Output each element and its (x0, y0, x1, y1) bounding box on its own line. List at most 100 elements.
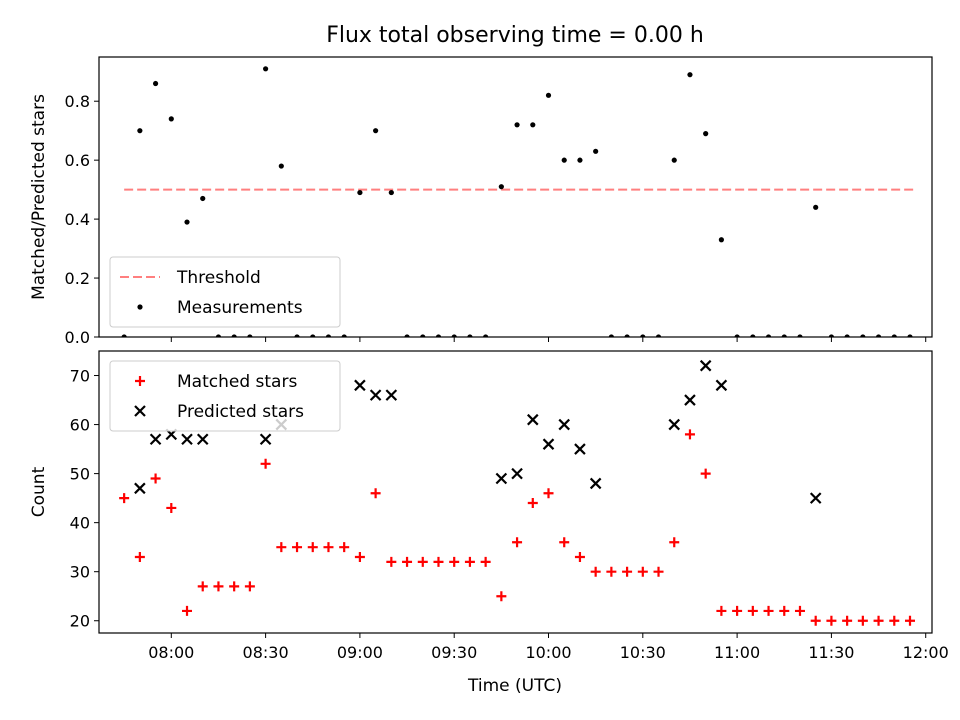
matched-star-point (480, 556, 491, 567)
matched-star-point (386, 556, 397, 567)
measurement-point (718, 237, 724, 243)
predicted-star-point (589, 477, 602, 490)
matched-star-point (354, 551, 365, 562)
y-axis-label: Count (29, 466, 49, 517)
measurement-point (498, 184, 504, 190)
legend-box (109, 256, 341, 328)
measurement-point (420, 334, 426, 337)
predicted-star-point (542, 438, 555, 450)
matched-star-point (857, 615, 868, 626)
measurement-point (828, 334, 835, 337)
ratio-panel: 0.0 0.2 0.4 0.6 0.8 Matched/Predicted stars Th… (29, 56, 933, 347)
measurement-point (247, 334, 253, 337)
legend: Threshold Measurements (109, 256, 341, 328)
matched-star-point (684, 429, 695, 440)
legend-label: Measurements (177, 298, 303, 318)
x-tick-label: 12:00 (903, 643, 949, 662)
measurement-point (152, 80, 159, 87)
matched-star-point (889, 615, 900, 626)
x-tick-label: 10:30 (620, 643, 666, 662)
matched-star-point (433, 556, 444, 567)
matched-star-point (244, 581, 255, 592)
measurement-point (734, 334, 740, 337)
matched-star-point (794, 605, 805, 616)
matched-star-point (229, 581, 240, 592)
y-tick-label: 0.8 (65, 92, 90, 111)
measurement-point (624, 334, 630, 337)
y-tick-label: 0.2 (65, 269, 90, 288)
matched-star-point (339, 542, 350, 553)
matched-star-point (826, 615, 837, 626)
measurement-point (561, 157, 567, 163)
matched-star-point (449, 556, 460, 567)
matched-star-point (512, 537, 523, 548)
x-tick-label: 08:30 (243, 643, 289, 662)
y-tick-label: 20 (70, 612, 90, 631)
measurement-point (891, 334, 897, 337)
legend: Matched stars Predicted stars (109, 360, 341, 432)
predicted-star-point (668, 418, 681, 431)
measurement-point (875, 334, 882, 337)
predicted-star-point (511, 467, 523, 480)
matched-star-point (779, 605, 790, 616)
predicted-star-point (181, 433, 193, 446)
matched-star-point (166, 502, 177, 513)
plot-area (121, 66, 917, 337)
legend-label: Threshold (176, 268, 261, 288)
measurement-point (263, 66, 269, 72)
matched-star-point (842, 615, 853, 626)
measurement-point (278, 163, 284, 169)
y-tick-label: 0.0 (65, 328, 90, 347)
matched-star-point (637, 566, 648, 577)
measurement-point (168, 116, 174, 122)
predicted-star-point (684, 394, 696, 406)
measurement-point (530, 122, 536, 128)
measurement-point (231, 334, 237, 337)
measurement-point (404, 334, 410, 337)
measurement-point (388, 189, 394, 196)
matched-star-point (606, 566, 617, 577)
measurement-point (640, 334, 646, 337)
matched-star-point (810, 615, 821, 626)
matched-star-point (464, 556, 475, 567)
matched-star-point (260, 458, 271, 469)
matched-star-point (622, 566, 633, 577)
matched-star-point (213, 581, 224, 592)
y-axis-label: Matched/Predicted stars (29, 94, 49, 300)
measurement-point (325, 334, 332, 337)
matched-star-point (527, 498, 538, 509)
matched-star-point (370, 488, 381, 499)
measurement-point (844, 334, 850, 337)
predicted-star-point (574, 443, 586, 455)
predicted-star-point (558, 418, 571, 431)
matched-star-point (119, 493, 130, 504)
predicted-star-point (134, 482, 146, 495)
measurement-point (781, 334, 787, 337)
measurement-point (483, 334, 489, 337)
plot-area (119, 359, 915, 626)
matched-star-point (763, 605, 774, 616)
axes-frame (98, 350, 933, 634)
matched-star-point (134, 551, 145, 562)
x-tick-label: 11:00 (714, 643, 760, 662)
predicted-star-point (699, 359, 712, 372)
predicted-star-point (527, 413, 539, 426)
predicted-star-point (196, 433, 209, 446)
y-tick-label: 30 (70, 563, 90, 582)
measurement-point (373, 128, 379, 134)
predicted-star-point (385, 389, 398, 401)
measurement-point (121, 334, 127, 337)
measurement-point (907, 334, 913, 337)
matched-star-point (700, 468, 711, 479)
measurement-point (435, 334, 442, 337)
y-tick-label: 50 (70, 465, 90, 484)
matched-star-point (732, 605, 743, 616)
measurement-point (184, 219, 190, 225)
measurement-point (341, 334, 347, 337)
matched-star-point (653, 566, 664, 577)
legend-label: Predicted stars (177, 402, 304, 422)
predicted-star-point (715, 379, 728, 392)
measurement-point (797, 334, 803, 337)
predicted-star-point (259, 433, 272, 446)
measurement-point (294, 334, 300, 337)
